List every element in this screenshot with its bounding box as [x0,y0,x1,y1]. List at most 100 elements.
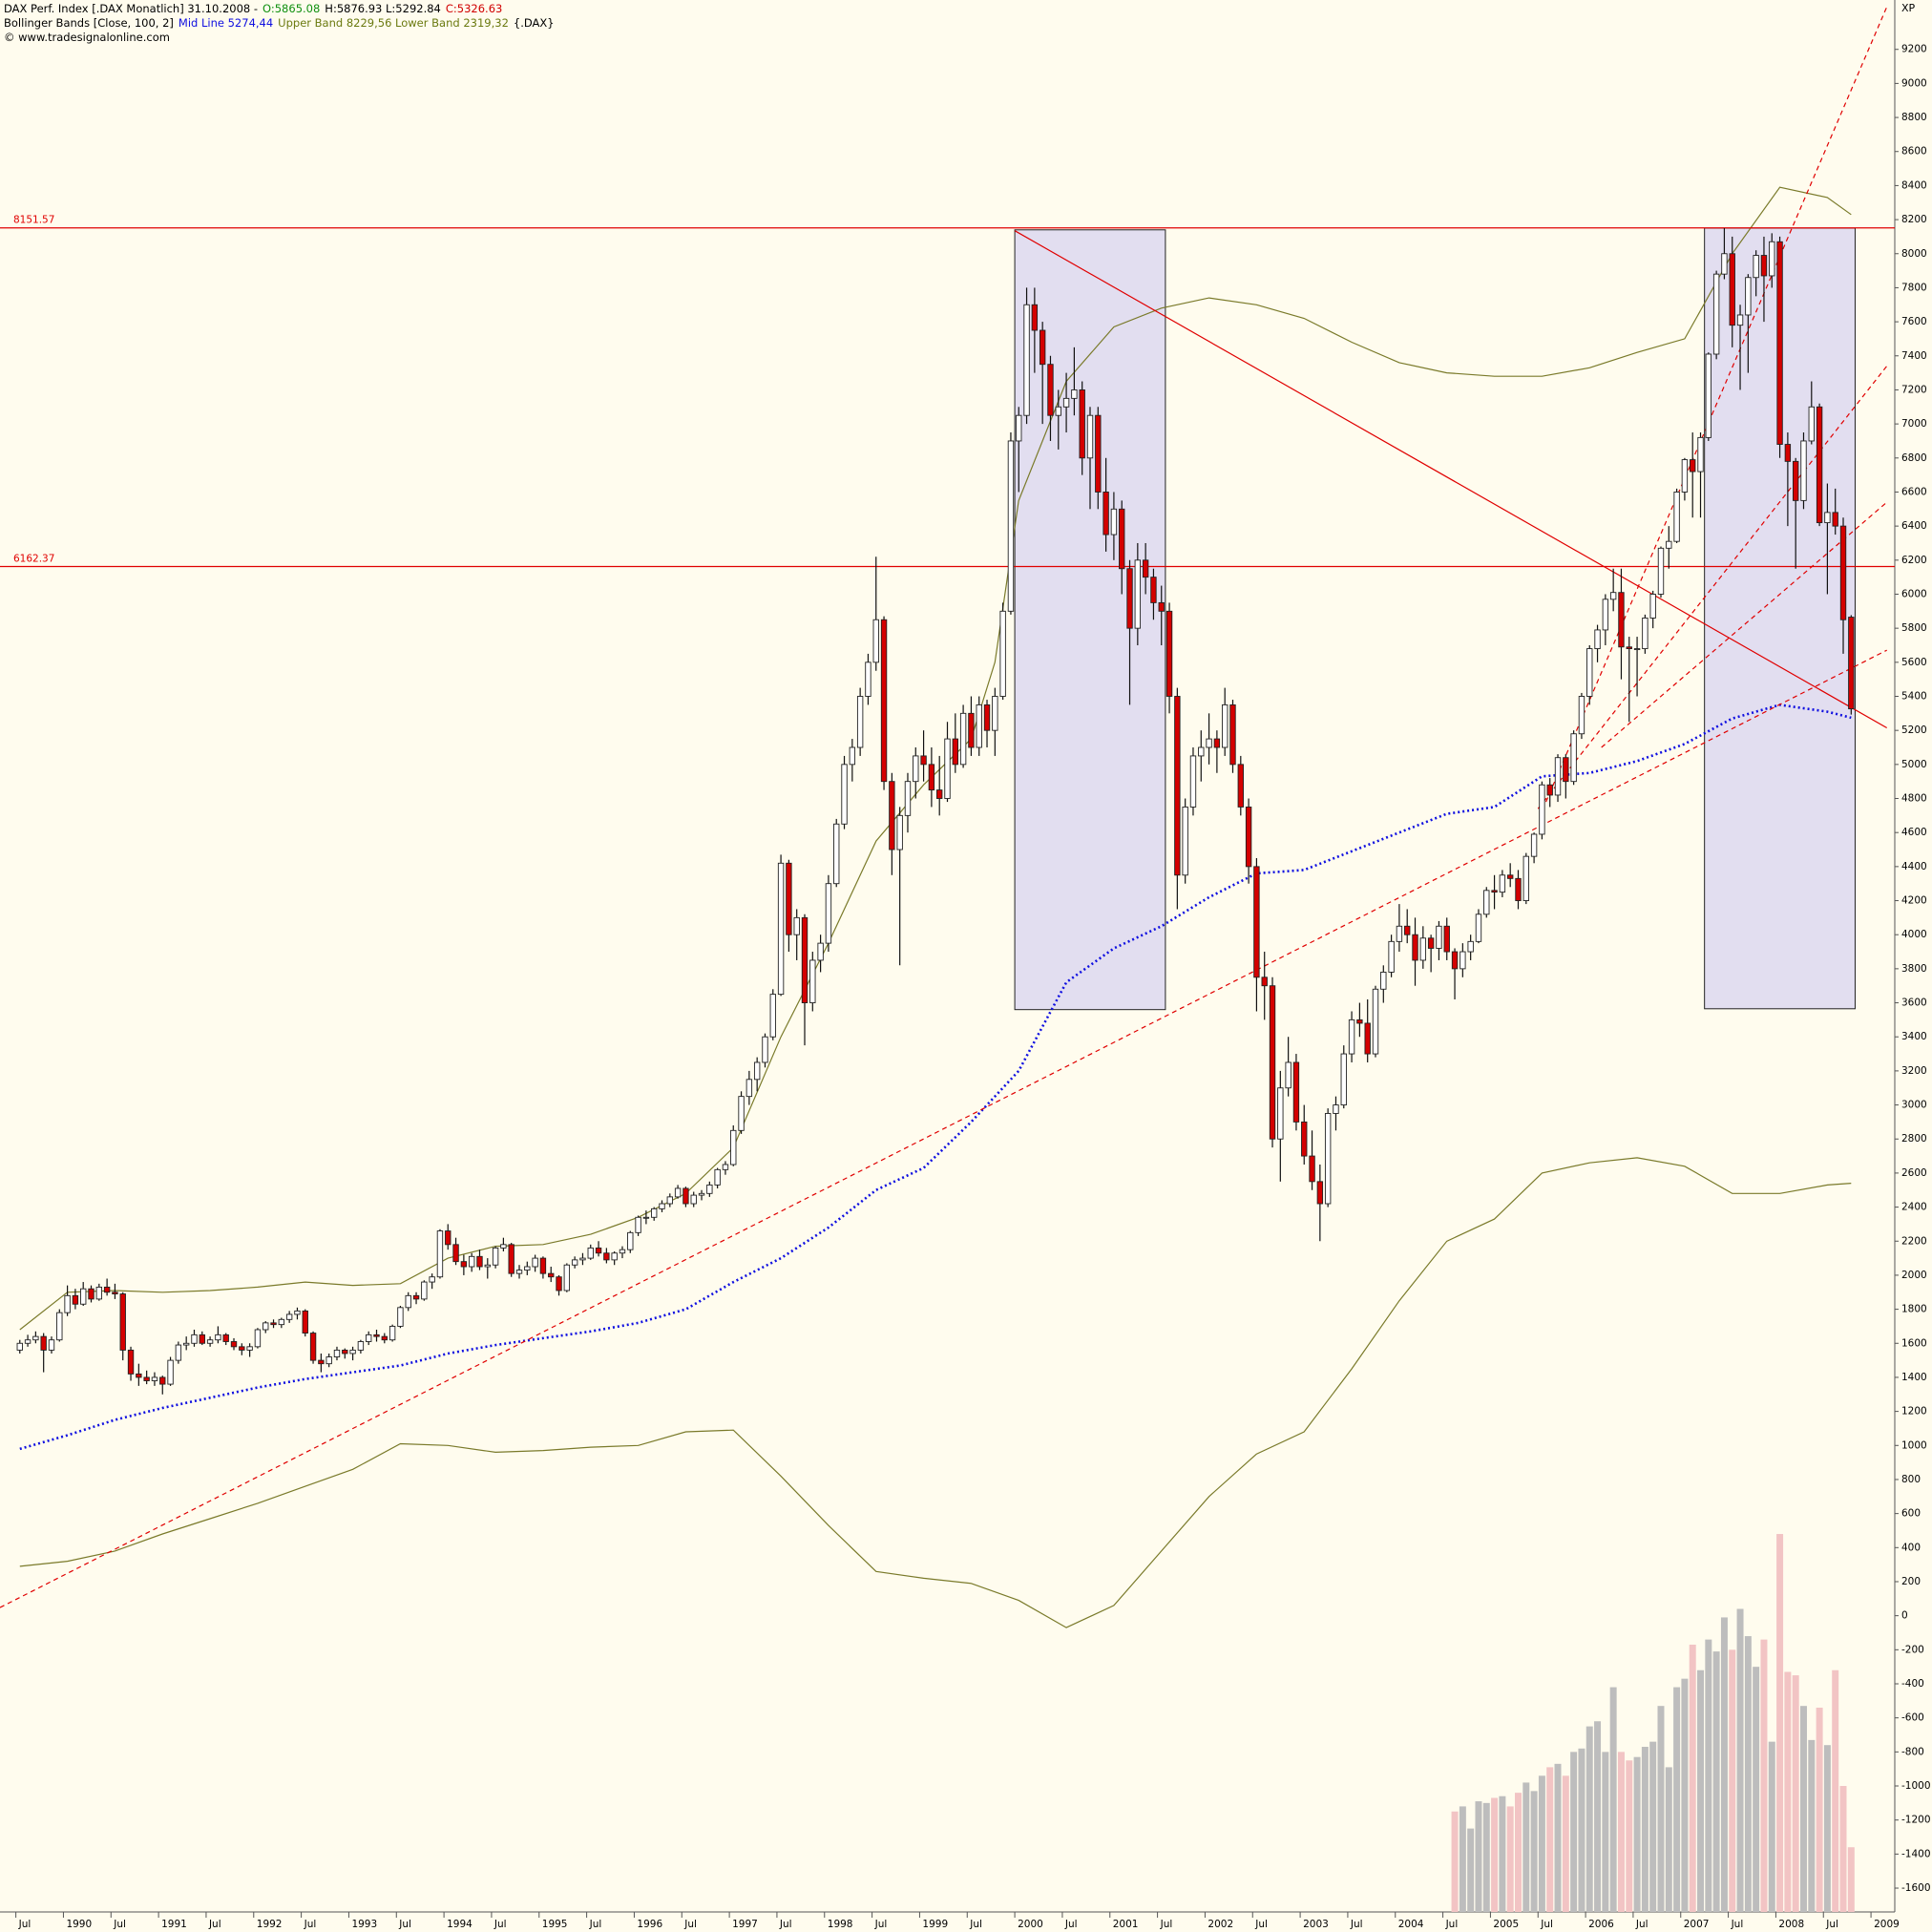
candle-body [762,1036,768,1063]
candle-body [222,1334,229,1342]
y-tick-label: 1600 [1901,1337,1927,1349]
histogram-bar [1515,1793,1522,1912]
candle-body [651,1208,658,1218]
candle-body [1158,601,1165,612]
candle-body [468,1255,475,1268]
candle-body [405,1294,411,1309]
candle-body [318,1359,325,1365]
candle-body [833,823,840,885]
trend-line [1601,501,1888,748]
candle-body [254,1329,262,1348]
candle-body [1237,764,1244,808]
histogram-bar [1633,1756,1641,1912]
candle-body [381,1335,388,1341]
candle-body [1515,877,1522,901]
candle-body [983,704,991,731]
candle-body [1642,618,1648,650]
x-tick-label: Jul [779,1919,792,1930]
y-tick-label: 5400 [1901,690,1927,702]
candle-body [1475,914,1482,942]
candle-body [1769,241,1775,277]
candle-body [603,1252,610,1261]
candle-body [1412,934,1418,961]
histogram-bar [1784,1671,1792,1912]
y-tick-label: 400 [1901,1542,1921,1553]
histogram-bar [1832,1670,1839,1912]
trend-line [1545,6,1888,803]
candle-body [1736,314,1744,326]
histogram-bar [1799,1706,1807,1912]
header-line: © www.tradesignalonline.com [4,31,559,45]
x-tick-label: 2009 [1874,1919,1900,1930]
candle-body [539,1257,547,1274]
candle-body [1134,559,1142,629]
y-tick-label: 7200 [1901,384,1927,395]
histogram-bar [1475,1801,1482,1912]
histogram-bar [1641,1746,1648,1912]
candle-body [976,704,982,748]
x-tick-label: 1995 [542,1919,568,1930]
histogram-bar [1538,1775,1545,1912]
candle-body [1039,329,1046,366]
y-tick-label: 1400 [1901,1372,1927,1383]
y-tick-label: 6800 [1901,452,1927,464]
candle-body [1348,1018,1355,1055]
y-tick-label: 5000 [1901,759,1927,770]
candle-body [215,1334,221,1341]
candle-body [500,1244,507,1249]
candle-body [1301,1121,1308,1157]
candle-body [1578,696,1586,735]
candle-body [119,1293,126,1351]
header-line: Bollinger Bands [Close, 100, 2] Mid Line … [4,16,559,31]
trend-line [1014,230,1887,729]
histogram-bar [1792,1675,1799,1912]
histogram-bar [1736,1608,1744,1912]
candle-body [1483,890,1490,915]
highlight-box [1014,229,1166,1011]
candle-body [206,1339,214,1344]
bollinger-band [19,1157,1852,1628]
candle-body [1380,971,1387,990]
candle-body [1285,1061,1292,1089]
x-tick-label: 2000 [1018,1919,1043,1930]
histogram-bar [1586,1726,1593,1912]
y-tick-label: 3800 [1901,963,1927,975]
candle-body [476,1255,483,1268]
candle-body [452,1244,459,1263]
candle-body [682,1187,689,1205]
candle-body [913,755,919,783]
y-tick-label: 600 [1901,1508,1921,1520]
y-tick-label: 4800 [1901,793,1927,805]
candle-body [1119,508,1125,570]
histogram-bar [1720,1617,1728,1912]
x-tick-label: Jul [1064,1919,1078,1930]
candle-body [1071,388,1078,399]
candle-body [64,1294,71,1313]
y-tick-label: 3000 [1901,1100,1927,1111]
y-tick-label: 5600 [1901,657,1927,668]
candle-body [856,696,864,748]
candle-body [690,1194,697,1205]
candle-body [1166,610,1173,697]
candle-body [746,1079,753,1098]
candle-body [1396,925,1403,942]
candle-body [326,1356,332,1365]
candle-body [191,1334,198,1344]
indicator-name: Bollinger Bands [Close, 100, 2] [4,16,174,30]
candle-body [40,1335,47,1351]
x-tick-label: Jul [969,1919,982,1930]
candle-body [1427,937,1435,949]
candle-body [1649,594,1656,619]
x-tick-label: Jul [589,1919,602,1930]
histogram-bar [1657,1706,1665,1912]
candle-body [492,1247,499,1266]
y-tick-label: 3400 [1901,1031,1927,1042]
y-tick-label: -600 [1901,1712,1924,1724]
candle-body [920,755,927,766]
candle-body [1079,388,1085,459]
histogram-bar [1681,1678,1689,1912]
candle-body [1095,414,1102,493]
candle-body [786,862,792,935]
candle-body [1086,414,1094,459]
candle-body [1586,648,1593,697]
